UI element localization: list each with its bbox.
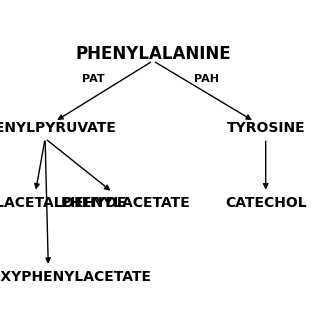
Text: PAH: PAH — [194, 74, 219, 84]
Text: PHENYLACETALDEHYDE: PHENYLACETALDEHYDE — [0, 196, 127, 209]
Text: PHENYLACETATE: PHENYLACETATE — [61, 196, 191, 209]
Text: TYROSINE: TYROSINE — [226, 121, 305, 135]
Text: CATECHOL: CATECHOL — [225, 196, 306, 209]
Text: PHENYLPYRUVATE: PHENYLPYRUVATE — [0, 121, 116, 135]
Text: HYDROXYPHENYLACETATE: HYDROXYPHENYLACETATE — [0, 270, 151, 284]
Text: PHENYLALANINE: PHENYLALANINE — [75, 45, 231, 63]
Text: PAT: PAT — [82, 74, 105, 84]
